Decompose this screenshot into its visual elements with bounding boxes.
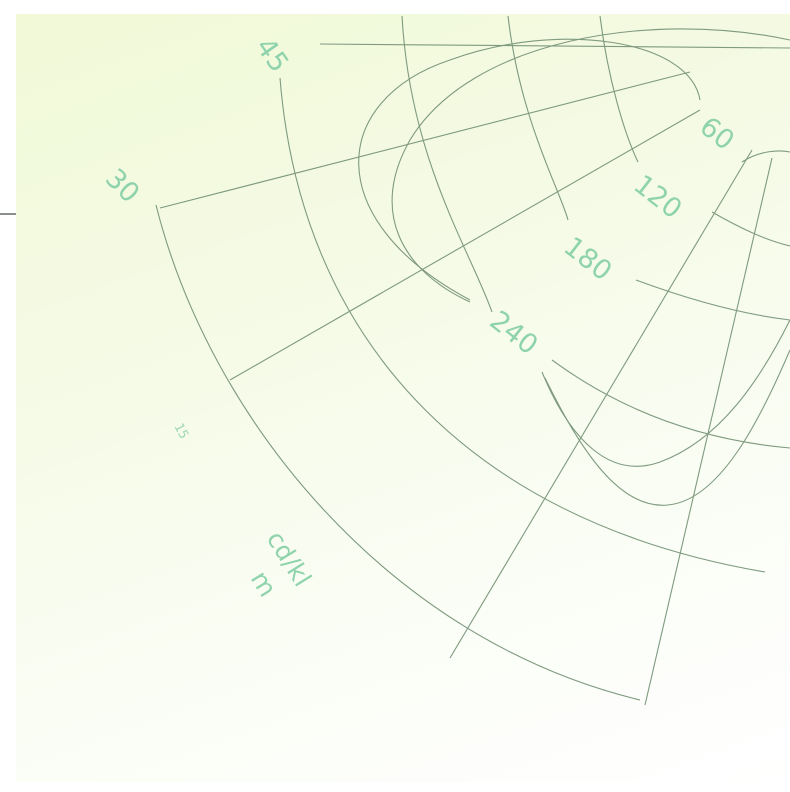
angle-label-45: 45: [249, 32, 294, 78]
luminance-label-240: 240: [484, 305, 544, 361]
diagram-sheet: [16, 14, 790, 782]
angle-label-30: 30: [99, 163, 145, 209]
radial-4: [449, 149, 753, 659]
arc-45: [279, 77, 766, 573]
radial-1: [159, 71, 691, 209]
small-mark: 15: [170, 421, 191, 442]
radial-3: [319, 43, 790, 49]
radial-5: [644, 157, 773, 706]
curve-1: [358, 38, 701, 301]
arc-inner-3: [599, 15, 639, 163]
arc-outer-3: [711, 211, 790, 247]
arc-30: [155, 204, 641, 701]
luminance-label-60: 60: [694, 111, 740, 157]
arc-inner-1: [401, 15, 493, 313]
luminance-label-180: 180: [558, 231, 618, 287]
edge-tick-mark: [0, 213, 16, 215]
curve-3: [541, 319, 790, 467]
luminance-label-120: 120: [628, 169, 688, 225]
arc-inner-2: [507, 15, 569, 221]
arc-outer-1: [551, 359, 790, 449]
arc-outer-2: [635, 279, 790, 321]
unit-label-line2: m: [245, 566, 283, 602]
curve-5: [741, 150, 790, 163]
curve-2: [391, 28, 790, 303]
curve-4: [544, 349, 790, 506]
grid-lines: [155, 15, 790, 706]
radial-2: [229, 109, 701, 381]
